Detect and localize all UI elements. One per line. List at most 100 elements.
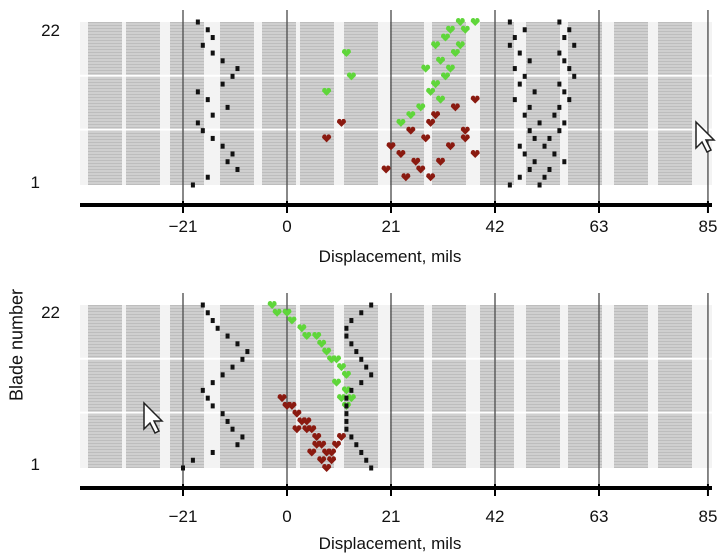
series-black bbox=[344, 302, 374, 471]
data-point bbox=[354, 442, 359, 448]
data-point bbox=[210, 449, 215, 455]
data-point bbox=[421, 134, 431, 143]
data-point bbox=[240, 356, 245, 362]
series-green bbox=[322, 49, 356, 96]
data-point bbox=[181, 465, 185, 471]
blade-strip bbox=[480, 305, 514, 468]
data-point bbox=[322, 134, 332, 143]
data-point bbox=[344, 418, 349, 424]
data-point bbox=[532, 135, 537, 141]
data-point bbox=[562, 35, 567, 41]
data-point bbox=[205, 174, 210, 180]
blade-strip bbox=[432, 305, 466, 468]
data-point bbox=[282, 308, 292, 317]
data-point bbox=[507, 19, 512, 25]
data-point bbox=[507, 182, 512, 188]
x-tick-label: 42 bbox=[486, 507, 505, 526]
data-point bbox=[512, 97, 517, 103]
arrow-pointer-icon bbox=[695, 120, 716, 154]
data-point bbox=[336, 432, 346, 441]
data-point bbox=[572, 73, 577, 79]
data-point bbox=[450, 49, 460, 58]
data-point bbox=[416, 165, 426, 174]
data-point bbox=[436, 95, 446, 104]
blade-strip bbox=[344, 305, 378, 468]
data-point bbox=[369, 302, 374, 308]
data-point bbox=[349, 434, 354, 440]
data-point bbox=[431, 41, 441, 50]
blade-strip bbox=[262, 22, 296, 185]
y-tick-label: 22 bbox=[41, 21, 60, 40]
data-point bbox=[562, 89, 567, 95]
data-point bbox=[401, 173, 411, 182]
data-point bbox=[470, 95, 480, 104]
data-point bbox=[287, 316, 297, 325]
data-point bbox=[547, 135, 552, 141]
data-point bbox=[470, 18, 480, 26]
series-green bbox=[267, 301, 356, 410]
data-point bbox=[235, 66, 240, 72]
data-point bbox=[369, 465, 374, 471]
data-point bbox=[522, 151, 527, 157]
blade-strip bbox=[88, 305, 122, 468]
x-tick-label: 85 bbox=[698, 507, 717, 526]
data-point bbox=[277, 394, 287, 403]
data-point bbox=[354, 349, 359, 355]
series-black bbox=[507, 19, 542, 188]
data-point bbox=[190, 457, 195, 463]
data-point bbox=[225, 418, 230, 424]
data-point bbox=[220, 372, 225, 378]
y-tick-label: 1 bbox=[31, 173, 40, 192]
chart-panel-1: −21 0 21 42 63 85 Displacement, mils 22 1 bbox=[31, 10, 717, 266]
blade-strip bbox=[262, 305, 296, 468]
data-point bbox=[344, 325, 349, 331]
x-tick-label: −21 bbox=[169, 217, 198, 236]
data-point bbox=[426, 87, 436, 96]
data-point bbox=[210, 318, 215, 324]
data-point bbox=[572, 42, 577, 48]
data-point bbox=[512, 35, 517, 41]
data-point bbox=[527, 104, 532, 110]
data-point bbox=[359, 380, 364, 386]
blade-strip bbox=[300, 305, 334, 468]
data-point bbox=[307, 448, 317, 457]
data-point bbox=[386, 142, 396, 151]
data-point bbox=[557, 81, 562, 87]
data-point bbox=[317, 456, 327, 465]
x-tick-label: 85 bbox=[698, 217, 717, 236]
series-black bbox=[537, 19, 577, 188]
blade-strip bbox=[658, 305, 692, 468]
data-point bbox=[336, 118, 346, 127]
data-point bbox=[547, 166, 552, 172]
data-point bbox=[220, 81, 225, 87]
data-point bbox=[455, 41, 465, 50]
data-point bbox=[542, 174, 547, 180]
blade-strip bbox=[614, 305, 648, 468]
data-point bbox=[440, 33, 450, 42]
data-point bbox=[322, 347, 332, 356]
blade-strip bbox=[220, 22, 254, 185]
data-point bbox=[235, 166, 240, 172]
data-point bbox=[210, 112, 215, 118]
blade-strip bbox=[526, 305, 560, 468]
data-point bbox=[205, 310, 210, 316]
data-point bbox=[332, 440, 342, 449]
y-axis-title: Blade number bbox=[2, 289, 32, 401]
data-point bbox=[235, 442, 240, 448]
data-point bbox=[517, 50, 522, 56]
data-point bbox=[364, 364, 369, 370]
data-point bbox=[205, 27, 210, 33]
data-point bbox=[431, 111, 441, 120]
data-point bbox=[567, 66, 572, 72]
data-point bbox=[336, 363, 346, 372]
data-point bbox=[225, 333, 230, 339]
data-point bbox=[562, 58, 567, 64]
data-point bbox=[527, 128, 532, 134]
series-black bbox=[190, 19, 240, 188]
data-point bbox=[426, 118, 436, 127]
data-point bbox=[341, 49, 351, 58]
data-point bbox=[272, 308, 282, 317]
data-point bbox=[542, 143, 547, 149]
data-point bbox=[332, 355, 342, 364]
